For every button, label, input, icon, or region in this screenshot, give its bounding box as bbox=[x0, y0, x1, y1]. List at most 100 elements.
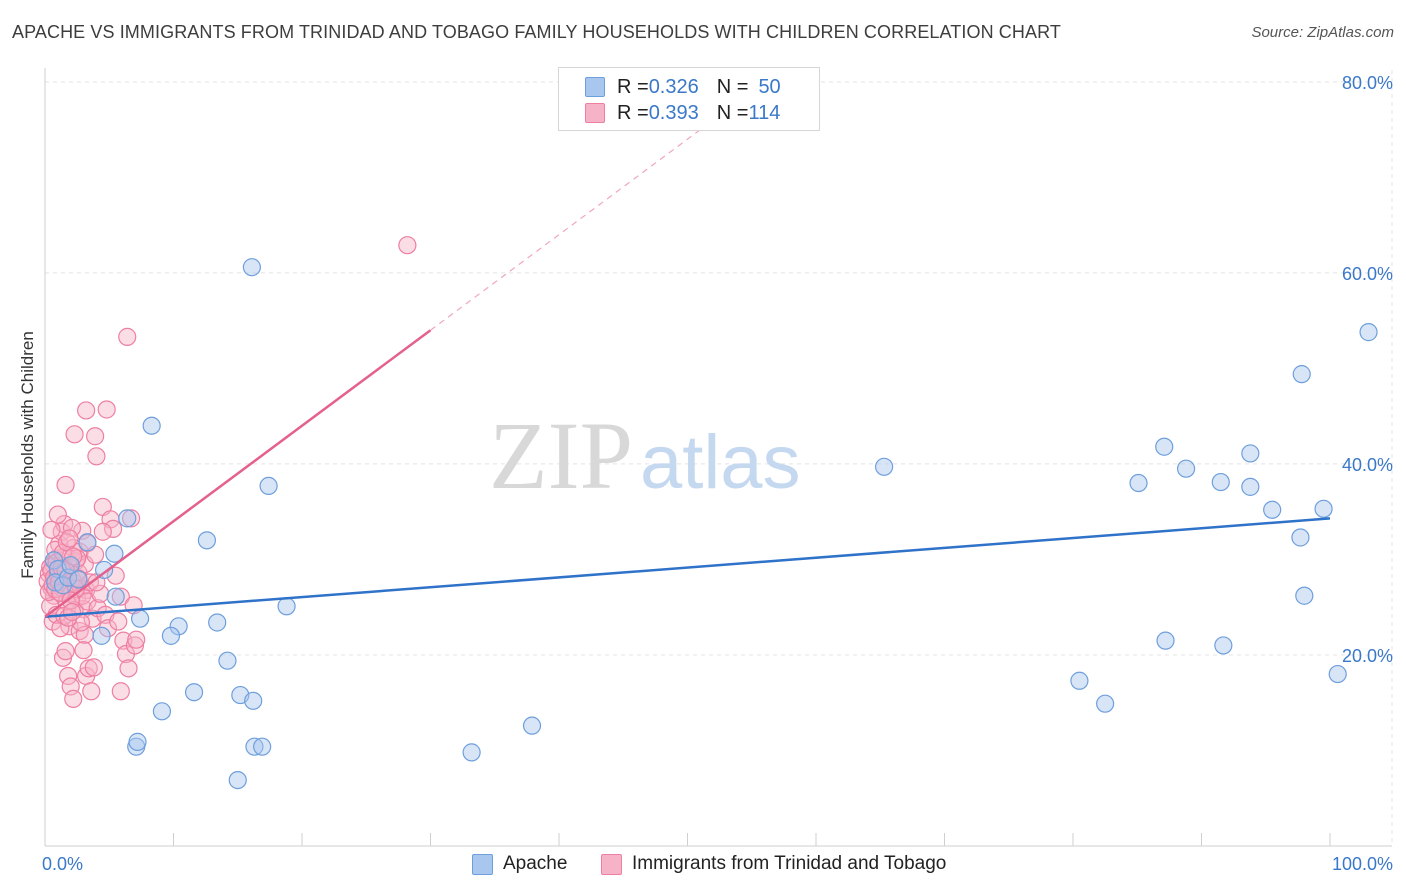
trinidad-point bbox=[118, 327, 137, 346]
apache-point bbox=[244, 691, 263, 710]
apache-point bbox=[208, 613, 227, 632]
legend-r-value: 0.326 bbox=[648, 75, 699, 98]
legend-n-label: N = bbox=[716, 101, 749, 124]
apache-point bbox=[118, 509, 137, 528]
legend-swatch-trinidad bbox=[585, 103, 605, 123]
y-axis-label: Family Households with Children bbox=[18, 331, 37, 579]
trinidad-point bbox=[48, 505, 67, 524]
apache-point bbox=[462, 743, 481, 762]
trinidad-point bbox=[42, 520, 61, 539]
x-tick-label: 0.0% bbox=[42, 854, 83, 874]
trinidad-point bbox=[64, 689, 83, 709]
legend-r-label: R = bbox=[617, 75, 649, 98]
apache-point bbox=[1328, 664, 1347, 684]
trinidad-point bbox=[93, 522, 112, 541]
legend-row-apache: R = 0.326 N = 50 bbox=[585, 75, 781, 99]
apache-point bbox=[1211, 472, 1230, 492]
source-label: Source: ZipAtlas.com bbox=[1251, 24, 1394, 41]
apache-point bbox=[142, 416, 161, 435]
correlation-legend: R = 0.326 N = 50 R = 0.393 N = 114 bbox=[558, 67, 820, 131]
trinidad-point bbox=[56, 642, 75, 661]
apache-point bbox=[1263, 500, 1282, 519]
axes bbox=[44, 68, 1392, 847]
watermark: ZIP atlas bbox=[489, 402, 801, 509]
trinidad-point bbox=[111, 682, 130, 701]
apache-point bbox=[130, 609, 150, 628]
apache-point bbox=[61, 556, 80, 575]
trinidad-point bbox=[79, 659, 98, 678]
trinidad-point bbox=[114, 631, 133, 650]
x-tick-label: 100.0% bbox=[1332, 854, 1393, 874]
apache-trend-line bbox=[44, 517, 1331, 619]
legend-n-label: N = bbox=[716, 75, 749, 98]
trinidad-trend-extension bbox=[430, 119, 714, 331]
trinidad-point bbox=[82, 682, 101, 701]
apache-point bbox=[1070, 671, 1089, 690]
apache-point bbox=[169, 617, 188, 636]
apache-point bbox=[1292, 365, 1311, 384]
trinidad-point bbox=[91, 584, 110, 603]
apache-point bbox=[1295, 586, 1314, 605]
watermark-zip: ZIP bbox=[489, 402, 633, 509]
apache-point bbox=[1176, 459, 1196, 478]
y-tick-label: 60.0% bbox=[1342, 264, 1393, 284]
y-tick-label: 80.0% bbox=[1342, 73, 1393, 93]
x-tick-labels: 0.0% 100.0% bbox=[42, 854, 1393, 874]
y-tick-label: 40.0% bbox=[1342, 455, 1393, 475]
watermark-atlas: atlas bbox=[640, 420, 801, 505]
trinidad-point bbox=[106, 566, 125, 585]
trinidad-point bbox=[104, 519, 123, 538]
apache-point bbox=[1359, 323, 1378, 342]
apache-point bbox=[44, 551, 64, 570]
trinidad-point bbox=[119, 659, 138, 678]
trinidad-point bbox=[86, 427, 105, 446]
legend-r-value: 0.393 bbox=[648, 101, 699, 124]
apache-point bbox=[95, 560, 114, 580]
trinidad-point bbox=[125, 636, 145, 655]
trinidad-point bbox=[87, 447, 106, 466]
trinidad-point bbox=[121, 509, 141, 528]
trinidad-point bbox=[77, 401, 96, 420]
apache-point bbox=[253, 737, 272, 756]
trinidad-point bbox=[127, 630, 146, 649]
apache-point bbox=[277, 597, 296, 616]
apache-point bbox=[184, 683, 204, 702]
apache-point bbox=[92, 626, 111, 645]
series-apache-points bbox=[44, 258, 1378, 790]
apache-point bbox=[69, 570, 88, 589]
legend-swatch-apache bbox=[585, 77, 605, 97]
apache-point bbox=[128, 732, 147, 751]
y-tick-label: 20.0% bbox=[1342, 646, 1393, 666]
apache-point bbox=[1314, 499, 1333, 518]
y-tick-labels: 20.0% 40.0% 60.0% 80.0% bbox=[1342, 73, 1393, 666]
trinidad-trend-line bbox=[44, 329, 432, 618]
bottom-legend-swatch-apache bbox=[472, 853, 493, 875]
trinidad-point bbox=[65, 425, 84, 444]
legend-r-label: R = bbox=[617, 101, 649, 124]
trinidad-point bbox=[62, 602, 82, 622]
apache-point bbox=[161, 626, 181, 645]
apache-point bbox=[245, 737, 264, 756]
trinidad-point bbox=[98, 619, 118, 638]
apache-point bbox=[875, 457, 894, 476]
gridlines bbox=[45, 70, 1393, 846]
legend-n-value: 50 bbox=[758, 75, 781, 98]
trinidad-point bbox=[62, 518, 82, 538]
apache-point bbox=[1241, 444, 1260, 463]
apache-point bbox=[1155, 437, 1174, 456]
apache-point bbox=[106, 587, 125, 606]
apache-point bbox=[218, 651, 237, 670]
apache-point bbox=[1156, 631, 1175, 650]
apache-point bbox=[105, 544, 124, 563]
bottom-legend-swatch-trinidad bbox=[601, 853, 622, 875]
trinidad-point bbox=[74, 641, 93, 660]
trinidad-point bbox=[84, 658, 103, 677]
legend-row-trinidad: R = 0.393 N = 114 bbox=[585, 101, 780, 125]
apache-point bbox=[1241, 477, 1260, 496]
apache-point bbox=[1214, 636, 1233, 655]
trinidad-point bbox=[109, 612, 128, 631]
apache-point bbox=[522, 716, 542, 735]
bottom-legend-label-trinidad: Immigrants from Trinidad and Tobago bbox=[632, 853, 947, 874]
apache-point bbox=[1096, 694, 1115, 713]
